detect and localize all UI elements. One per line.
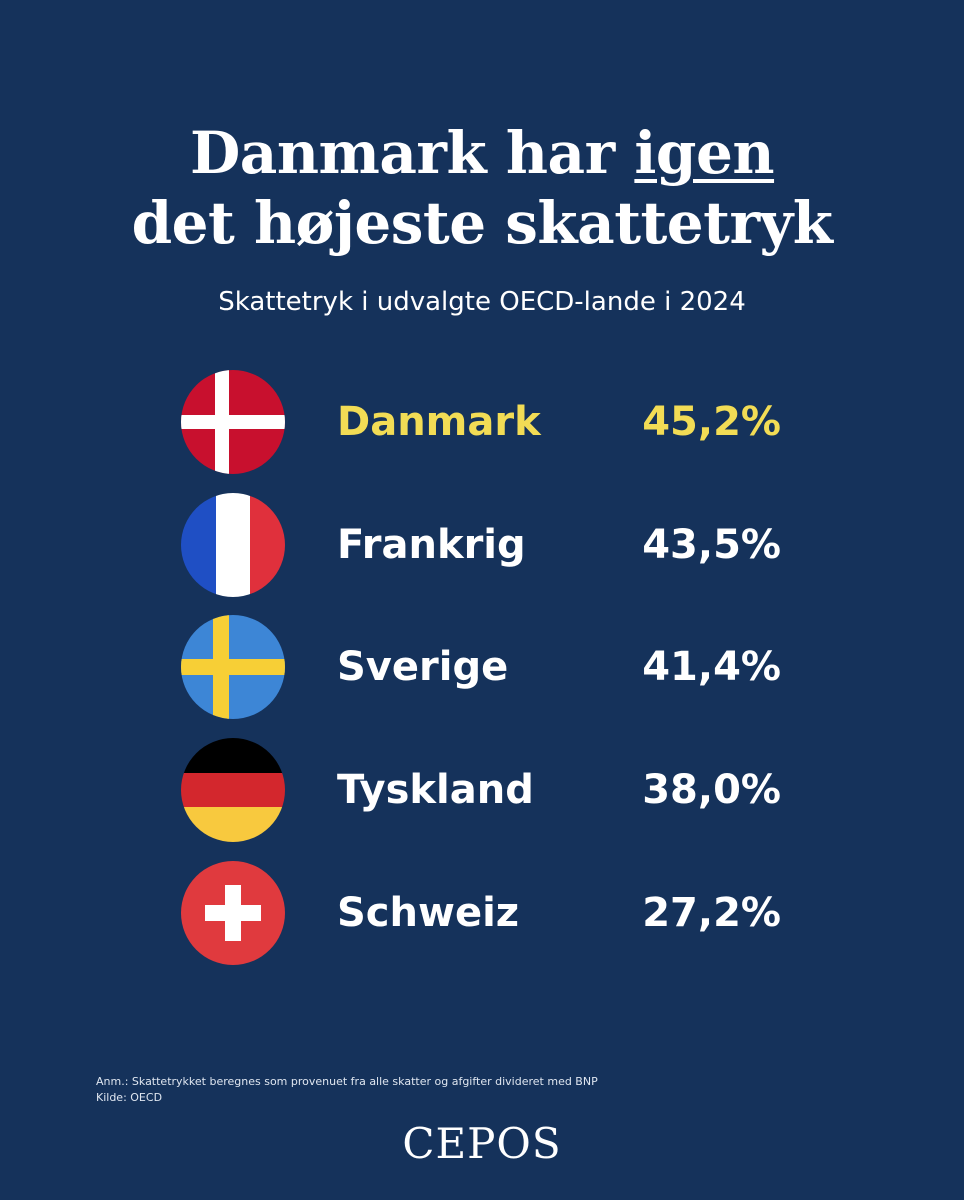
title-line-2: det højeste skattetryk — [131, 189, 833, 257]
table-row: Tyskland 38,0% — [0, 738, 964, 842]
tax-value: 27,2% — [642, 890, 781, 936]
table-row: Danmark 45,2% — [0, 370, 964, 474]
tax-value: 43,5% — [642, 522, 781, 568]
title-emphasis: igen — [634, 119, 775, 187]
france-flag-icon — [181, 493, 285, 597]
table-row: Schweiz 27,2% — [0, 861, 964, 965]
footnote: Anm.: Skattetrykket beregnes som provenu… — [96, 1074, 598, 1106]
footnote-note: Anm.: Skattetrykket beregnes som provenu… — [96, 1075, 598, 1088]
page-title: Danmark har igen det højeste skattetryk — [0, 118, 964, 258]
country-label: Schweiz — [337, 890, 520, 936]
title-line-1: Danmark har igen — [0, 118, 964, 188]
country-label: Danmark — [337, 399, 541, 445]
table-row: Sverige 41,4% — [0, 615, 964, 719]
footnote-source: Kilde: OECD — [96, 1091, 163, 1104]
tax-value: 38,0% — [642, 767, 781, 813]
tax-value: 45,2% — [642, 399, 781, 445]
sweden-flag-icon — [181, 615, 285, 719]
country-label: Tyskland — [337, 767, 534, 813]
title-prefix: Danmark har — [189, 119, 635, 187]
switzerland-flag-icon — [181, 861, 285, 965]
germany-flag-icon — [181, 738, 285, 842]
country-label: Frankrig — [337, 522, 526, 568]
country-label: Sverige — [337, 644, 509, 690]
denmark-flag-icon — [181, 370, 285, 474]
subtitle: Skattetryk i udvalgte OECD-lande i 2024 — [218, 287, 746, 317]
tax-value: 41,4% — [642, 644, 781, 690]
table-row: Frankrig 43,5% — [0, 493, 964, 597]
cepos-logo: CEPOS — [402, 1119, 562, 1168]
